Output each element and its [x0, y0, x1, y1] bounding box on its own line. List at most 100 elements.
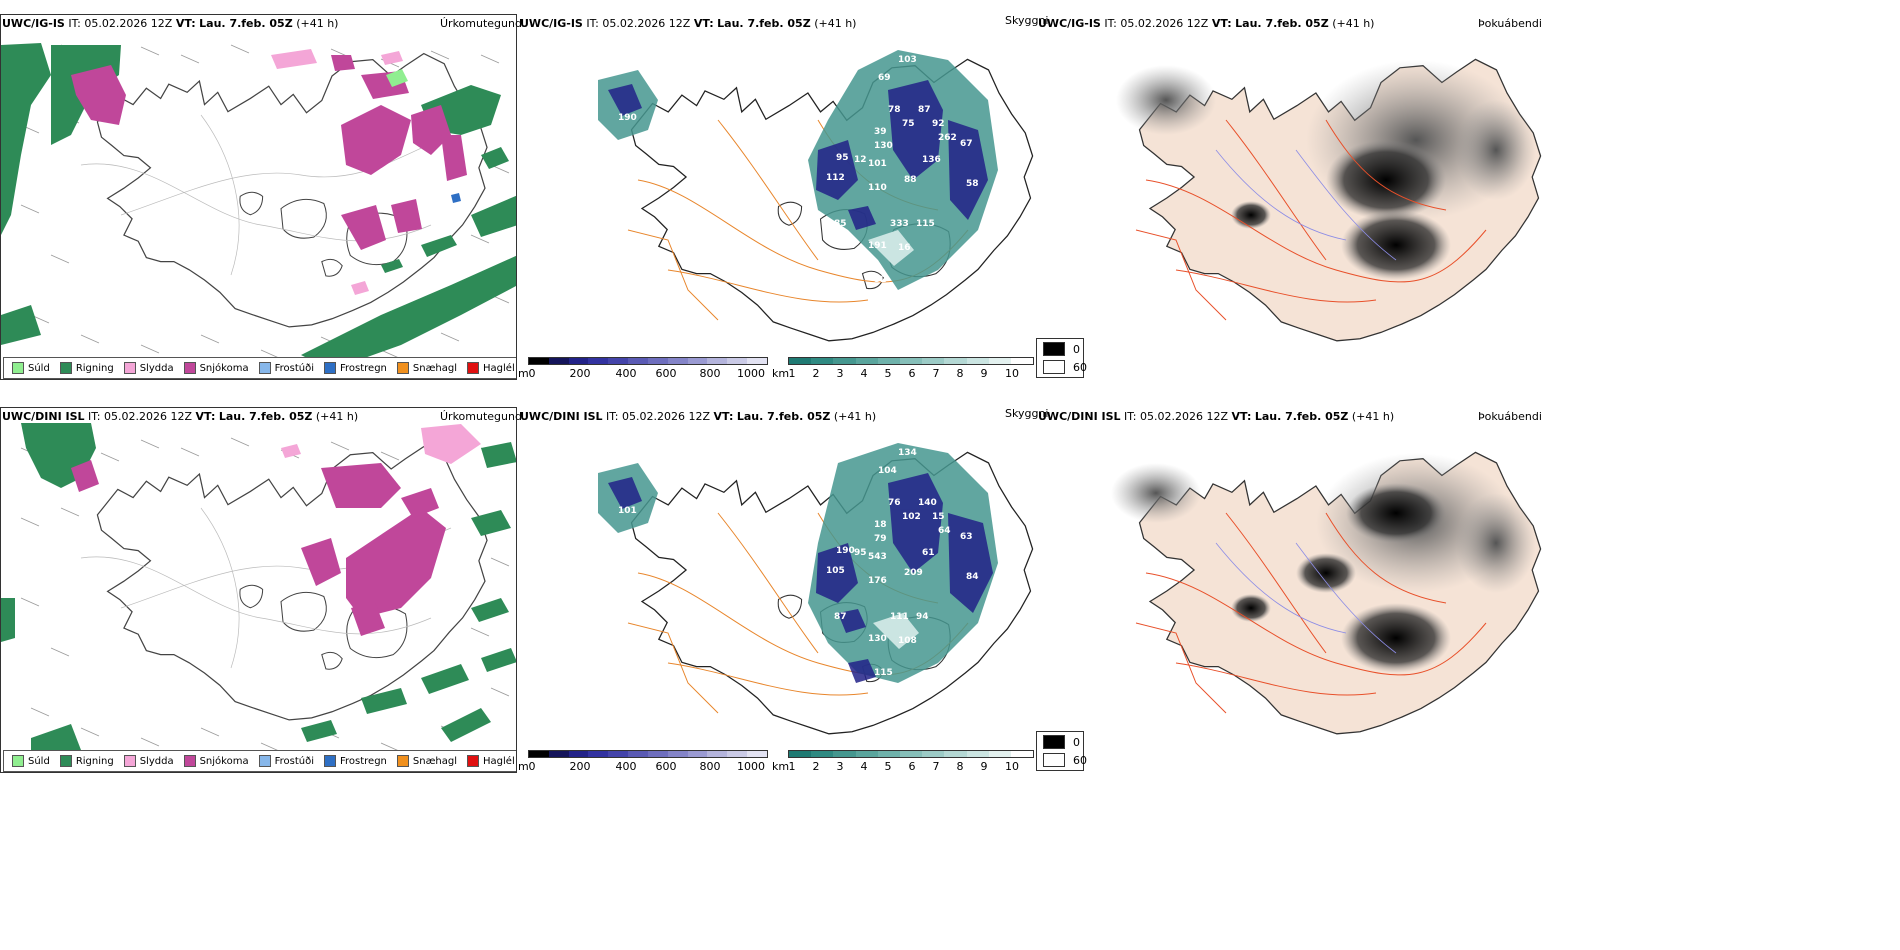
colorbar-step — [588, 358, 609, 364]
colorbar-step — [877, 751, 900, 757]
legend-item: Snjókoma — [183, 755, 249, 767]
cloud-base-label: 69 — [878, 73, 891, 83]
cloud-base-label: 87 — [834, 612, 847, 622]
cloud-base-label: 15 — [932, 512, 945, 522]
legend-label: Frostúði — [274, 362, 314, 374]
legend-label: Snæhagl — [412, 755, 458, 767]
legend-swatch — [123, 755, 136, 767]
cloud-base-label: 88 — [904, 175, 917, 185]
colorbar-step — [877, 358, 900, 364]
legend-swatch — [324, 755, 336, 767]
vt-value: Lau. 7.feb. 05Z — [218, 410, 313, 423]
cloud-base-label: 12 — [854, 155, 867, 165]
legend-label: Snæhagl — [412, 362, 458, 374]
cloud-base-label: 543 — [868, 552, 887, 562]
legend-item: Slydda — [123, 755, 174, 767]
legend-label: Frostúði — [274, 755, 314, 767]
it-value: 05.02.2026 12Z — [1120, 17, 1209, 30]
colorbar-step — [855, 751, 878, 757]
height-tick: 1000 — [737, 367, 765, 380]
it-value: 05.02.2026 12Z — [104, 410, 193, 423]
legend-item: Rigning — [59, 362, 114, 374]
colorbar-step — [811, 751, 834, 757]
colorbar-step — [628, 751, 648, 757]
cloud-base-label: 104 — [878, 466, 897, 476]
it-label: IT: — [1104, 17, 1117, 30]
fog-legend-swatch — [1043, 735, 1065, 749]
cloud-base-label: 64 — [938, 526, 951, 536]
fog-legend-row2: 0 60 — [1036, 731, 1087, 771]
colorbar-step — [647, 751, 668, 757]
colorbar-step — [687, 751, 708, 757]
colorbar-step — [687, 358, 708, 364]
colorbar-step — [988, 751, 1011, 757]
legend-swatch — [467, 362, 480, 374]
visibility-tick: 3 — [836, 760, 844, 773]
lead-time: (+41 h) — [1351, 410, 1395, 423]
fog-legend-row1: 0 60 — [1036, 338, 1087, 378]
visibility-tick: 2 — [812, 760, 820, 773]
visibility-tick: 10 — [1005, 367, 1019, 380]
cloud-base-label: 101 — [868, 159, 887, 169]
colorbar-step — [922, 358, 945, 364]
fog-legend-value: 60 — [1073, 360, 1087, 374]
vt-value: Lau. 7.feb. 05Z — [717, 17, 811, 30]
colorbar-step — [1010, 358, 1034, 364]
visibility-tick: 4 — [860, 367, 868, 380]
legend-item: Snjókoma — [183, 362, 249, 374]
legend-swatch — [12, 755, 24, 767]
height-tick: 0 — [528, 367, 536, 380]
height-tick: 0 — [528, 760, 536, 773]
it-label: IT: — [88, 410, 101, 423]
lead-time: (+41 h) — [315, 410, 359, 423]
legend-label: Slydda — [139, 755, 174, 767]
map-header-row2-col2: UWC/DINI ISL IT: 05.02.2026 12Z VT: Lau.… — [520, 410, 876, 423]
cloud-base-label: 79 — [874, 534, 887, 544]
map-header-row1-col3: UWC/IG-IS IT: 05.02.2026 12Z VT: Lau. 7.… — [1038, 17, 1374, 30]
colorbar-step — [529, 358, 549, 364]
colorbar-step — [789, 358, 812, 364]
cloud-base-label: 78 — [888, 105, 901, 115]
cloud-base-label: 112 — [826, 173, 845, 183]
cloud-base-label: 103 — [898, 55, 917, 65]
height-colorbar-strip — [528, 750, 768, 758]
colorbar-step — [811, 358, 834, 364]
colorbar-step — [628, 358, 648, 364]
legend-swatch — [467, 755, 480, 767]
cloud-visibility-map-row1: 103 69 190 87 78 75 92 39 262 130 67 95 12 101 136 112 1… — [518, 30, 1036, 360]
colorbar-step — [789, 751, 812, 757]
cloud-base-label: 110 — [868, 183, 887, 193]
legend-item: Frostúði — [258, 362, 314, 374]
map-header-row1-col1: UWC/IG-IS IT: 05.02.2026 12Z VT: Lau. 7.… — [2, 17, 338, 30]
height-tick: 200 — [569, 367, 591, 380]
height-tick: 600 — [655, 760, 677, 773]
cloud-title-row2: Skyggni — [1005, 407, 1049, 420]
colorbar-step — [1010, 751, 1034, 757]
model-name: UWC/IG-IS — [520, 17, 583, 30]
it-label: IT: — [586, 17, 599, 30]
colorbar-step — [747, 751, 767, 757]
legend-item: Slydda — [123, 362, 174, 374]
colorbar-step — [899, 358, 923, 364]
fog-map-svg-row2 — [1111, 451, 1542, 735]
fog-title-row2: Þokuábendi — [1478, 410, 1542, 423]
colorbar-step — [667, 751, 688, 757]
vt-value: Lau. 7.feb. 05Z — [199, 17, 293, 30]
legend-swatch — [258, 362, 271, 374]
cloud-base-label: 209 — [904, 568, 923, 578]
legend-label: Snjókoma — [199, 362, 249, 374]
visibility-tick: 4 — [860, 760, 868, 773]
legend-label: Súld — [28, 755, 50, 767]
cloud-base-label: 130 — [874, 141, 893, 151]
height-tick: 800 — [699, 760, 721, 773]
height-tick: 600 — [655, 367, 677, 380]
legend-label: Haglél — [483, 362, 515, 374]
legend-label: Haglél — [483, 755, 515, 767]
cloud-base-label: 85 — [834, 219, 847, 229]
legend-item: Súld — [12, 755, 50, 767]
colorbar-step — [966, 751, 989, 757]
fog-legend-swatch — [1043, 753, 1065, 767]
visibility-colorbar-row2: km 1 2 3 4 5 6 7 8 9 10 — [772, 750, 1034, 774]
vt-label: VT: — [175, 17, 196, 30]
